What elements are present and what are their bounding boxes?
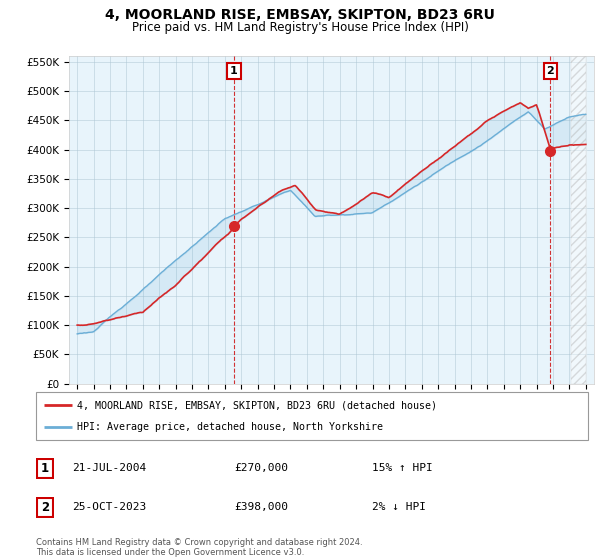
Text: 15% ↑ HPI: 15% ↑ HPI xyxy=(372,463,433,473)
Text: 4, MOORLAND RISE, EMBSAY, SKIPTON, BD23 6RU (detached house): 4, MOORLAND RISE, EMBSAY, SKIPTON, BD23 … xyxy=(77,400,437,410)
Text: HPI: Average price, detached house, North Yorkshire: HPI: Average price, detached house, Nort… xyxy=(77,422,383,432)
FancyBboxPatch shape xyxy=(36,392,588,440)
Text: Price paid vs. HM Land Registry's House Price Index (HPI): Price paid vs. HM Land Registry's House … xyxy=(131,21,469,34)
Text: 25-OCT-2023: 25-OCT-2023 xyxy=(72,502,146,512)
Text: 2: 2 xyxy=(41,501,49,514)
Text: 21-JUL-2004: 21-JUL-2004 xyxy=(72,463,146,473)
Text: Contains HM Land Registry data © Crown copyright and database right 2024.
This d: Contains HM Land Registry data © Crown c… xyxy=(36,538,362,557)
Text: £398,000: £398,000 xyxy=(234,502,288,512)
Text: £270,000: £270,000 xyxy=(234,463,288,473)
Text: 1: 1 xyxy=(230,66,238,76)
FancyBboxPatch shape xyxy=(37,498,53,517)
Text: 2: 2 xyxy=(547,66,554,76)
Text: 1: 1 xyxy=(41,461,49,475)
Text: 2% ↓ HPI: 2% ↓ HPI xyxy=(372,502,426,512)
Text: 4, MOORLAND RISE, EMBSAY, SKIPTON, BD23 6RU: 4, MOORLAND RISE, EMBSAY, SKIPTON, BD23 … xyxy=(105,8,495,22)
FancyBboxPatch shape xyxy=(37,459,53,478)
